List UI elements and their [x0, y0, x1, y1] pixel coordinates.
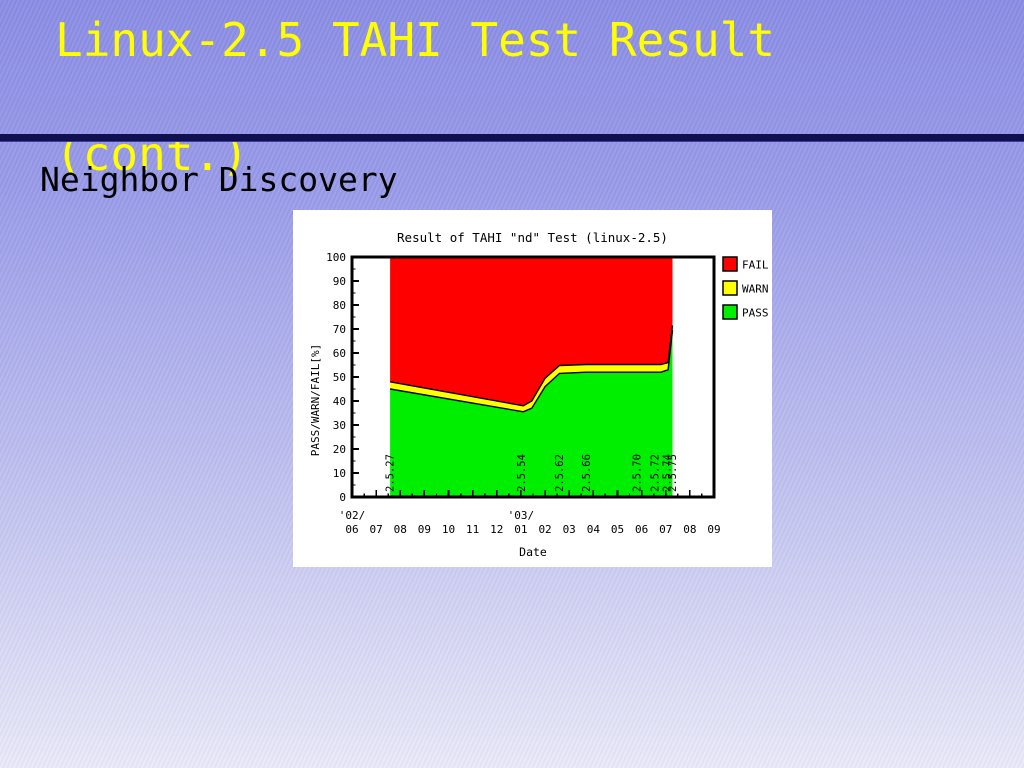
svg-text:20: 20	[333, 443, 346, 456]
tahi-test-chart: 2.5.27 2.5.54 2.5.62 2.5.66 2.5.70 2.5.72 2.5.…	[309, 251, 769, 559]
svg-text:100: 100	[326, 251, 346, 264]
svg-text:06: 06	[635, 523, 648, 536]
y-axis-ticks: 0 10 20 30 40 50 60 70 80 90 100	[326, 251, 359, 504]
slide-subtitle: Neighbor Discovery	[40, 160, 398, 199]
x-year-mark: '02/	[339, 509, 366, 522]
svg-text:2.5.75: 2.5.75	[667, 454, 679, 492]
legend: FAIL WARN PASS	[722, 256, 769, 320]
legend-swatch-fail	[722, 256, 738, 272]
axes: 0 10 20 30 40 50 60 70 80 90 100 06 07 08 09 10 11 12 01 02…	[326, 251, 721, 536]
svg-text:70: 70	[333, 323, 346, 336]
svg-text:2.5.70: 2.5.70	[631, 454, 643, 492]
svg-text:2.5.27: 2.5.27	[385, 454, 397, 492]
svg-text:08: 08	[394, 523, 407, 536]
chart-title: Result of TAHI "nd" Test (linux-2.5)	[397, 230, 668, 245]
legend-label-fail: FAIL	[742, 259, 769, 272]
legend-label-warn: WARN	[742, 283, 769, 296]
svg-text:09: 09	[418, 523, 431, 536]
x-year-mark: '03/	[508, 509, 535, 522]
svg-text:60: 60	[333, 347, 346, 360]
svg-text:10: 10	[333, 467, 346, 480]
page-title: Linux-2.5 TAHI Test Result (cont.)	[55, 12, 775, 183]
svg-text:50: 50	[333, 371, 346, 384]
svg-text:07: 07	[659, 523, 672, 536]
legend-label-pass: PASS	[742, 307, 769, 320]
svg-text:2.5.54: 2.5.54	[516, 454, 528, 492]
svg-text:80: 80	[333, 299, 346, 312]
svg-text:04: 04	[587, 523, 601, 536]
svg-text:05: 05	[611, 523, 624, 536]
legend-swatch-pass	[722, 304, 738, 320]
svg-text:07: 07	[370, 523, 383, 536]
kernel-version-labels: 2.5.27 2.5.54 2.5.62 2.5.66 2.5.70 2.5.72 2.5.…	[385, 454, 679, 492]
svg-text:40: 40	[333, 395, 346, 408]
svg-text:09: 09	[707, 523, 720, 536]
svg-text:11: 11	[466, 523, 479, 536]
svg-text:2.5.72: 2.5.72	[650, 454, 662, 492]
svg-text:03: 03	[563, 523, 576, 536]
svg-text:30: 30	[333, 419, 346, 432]
svg-text:12: 12	[490, 523, 503, 536]
y-axis-title: PASS/WARN/FAIL[%]	[309, 344, 322, 457]
svg-text:08: 08	[683, 523, 696, 536]
series-areas	[389, 257, 674, 497]
chart-panel: Result of TAHI "nd" Test (linux-2.5) 2.5…	[293, 210, 772, 567]
svg-text:90: 90	[333, 275, 346, 288]
page-title-line1: Linux-2.5 TAHI Test Result	[55, 13, 776, 67]
svg-text:2.5.66: 2.5.66	[581, 454, 593, 492]
svg-text:2.5.74: 2.5.74	[661, 454, 673, 492]
x-axis-ticks: 06 07 08 09 10 11 12 01 02 03 04 05 06 07 08 09 '02/ '03/	[339, 490, 721, 536]
legend-swatch-warn	[722, 280, 738, 296]
svg-text:02: 02	[538, 523, 551, 536]
title-divider	[0, 134, 1024, 142]
svg-text:0: 0	[339, 491, 346, 504]
svg-text:2.5.62: 2.5.62	[554, 454, 566, 492]
svg-text:06: 06	[345, 523, 358, 536]
svg-text:10: 10	[442, 523, 455, 536]
x-axis-title: Date	[519, 545, 547, 559]
svg-text:01: 01	[514, 523, 527, 536]
